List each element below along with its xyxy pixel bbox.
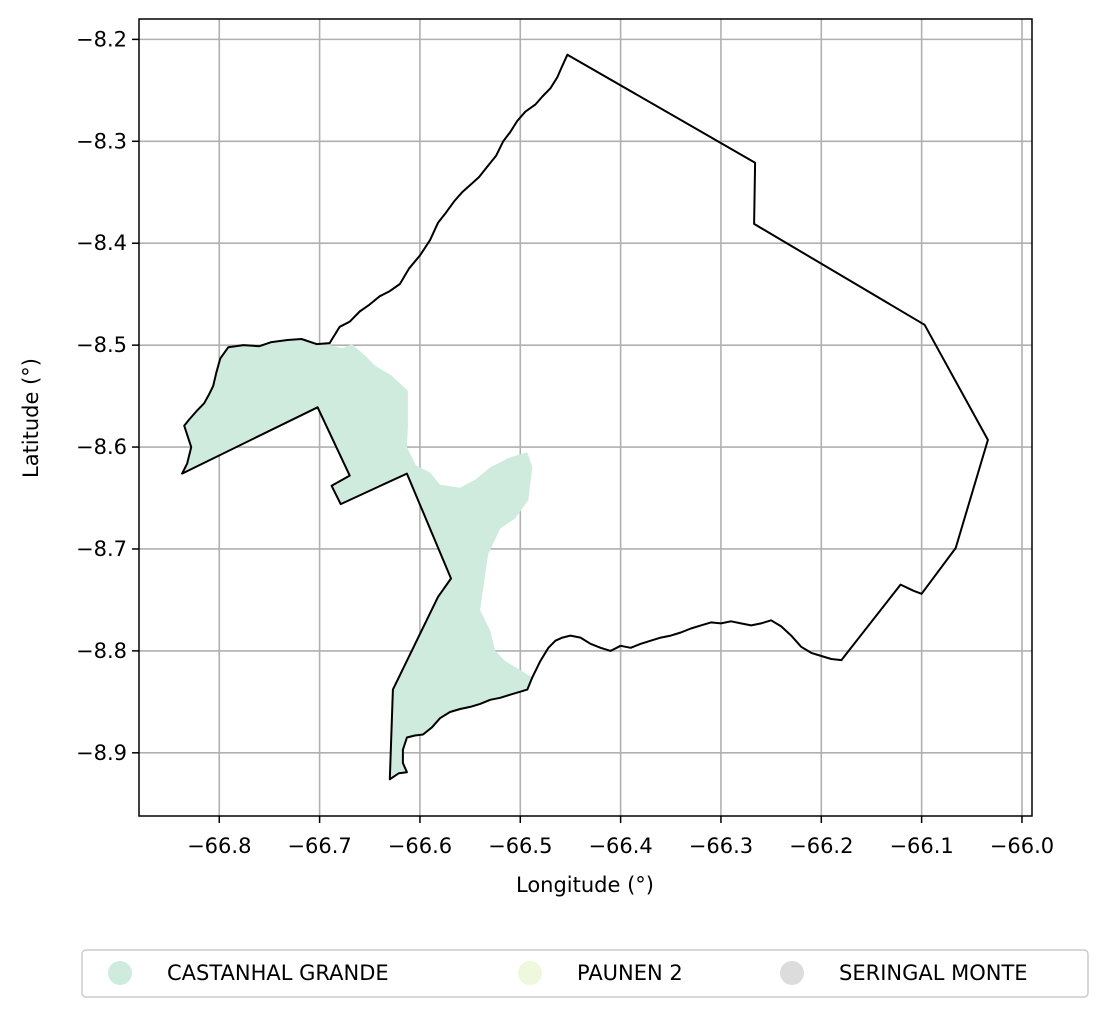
x-tick-label: −66.2	[789, 834, 853, 858]
x-tick-label: −66.5	[488, 834, 552, 858]
plot-frame	[138, 18, 1033, 817]
y-tick-label: −8.8	[76, 639, 127, 663]
x-tick-label: −66.3	[689, 834, 753, 858]
legend-marker	[780, 961, 804, 985]
y-tick-label: −8.2	[76, 27, 127, 51]
castanhal-grande-region	[182, 339, 533, 780]
legend-label: CASTANHAL GRANDE	[167, 961, 389, 985]
legend-label: SERINGAL MONTE	[839, 961, 1028, 985]
x-axis-ticks: −66.8 −66.7 −66.6 −66.5 −66.4 −66.3 −66.2 −66.1…	[187, 816, 1054, 858]
legend-label: PAUNEN 2	[577, 961, 683, 985]
x-tick-label: −66.0	[990, 834, 1054, 858]
x-tick-label: −66.6	[388, 834, 452, 858]
x-tick-label: −66.1	[889, 834, 953, 858]
grid-lines	[139, 19, 1032, 816]
y-tick-label: −8.9	[76, 741, 127, 765]
legend-frame	[81, 949, 1089, 998]
area-boundary	[181, 53, 989, 781]
y-tick-label: −8.3	[76, 129, 127, 153]
y-tick-label: −8.7	[76, 537, 127, 561]
x-tick-label: −66.7	[287, 834, 351, 858]
y-tick-label: −8.5	[76, 333, 127, 357]
legend-marker	[518, 961, 542, 985]
legend: CASTANHAL GRANDE PAUNEN 2 SERINGAL MONTE	[81, 949, 1089, 998]
map-data	[181, 53, 989, 781]
y-axis-label: Latitude (°)	[19, 358, 43, 478]
legend-marker	[108, 961, 132, 985]
x-tick-label: −66.8	[187, 834, 251, 858]
y-tick-label: −8.4	[76, 231, 127, 255]
x-tick-label: −66.4	[588, 834, 652, 858]
x-axis-label: Longitude (°)	[516, 873, 654, 897]
y-tick-label: −8.6	[76, 435, 127, 459]
y-axis-ticks: −8.2 −8.3 −8.4 −8.5 −8.6 −8.7 −8.8 −8.9	[76, 27, 139, 765]
